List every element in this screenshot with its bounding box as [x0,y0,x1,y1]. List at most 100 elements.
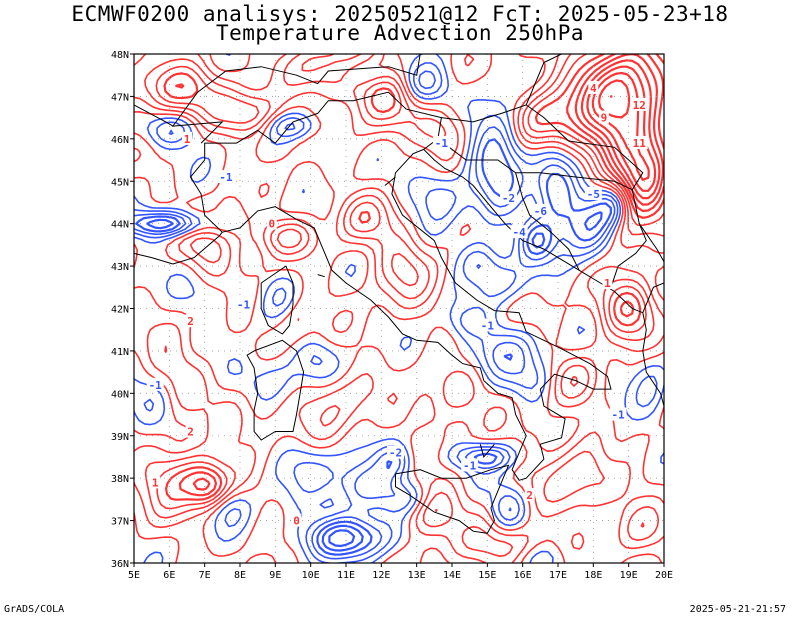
contour-value-label: -2 [502,192,515,205]
contour-label-bg [146,377,164,391]
contour-label-bg [598,110,609,124]
contour-value-label: 2 [187,426,194,439]
warm-advection-contour [134,54,664,563]
contour-label-bg [291,513,302,527]
contour-label-bg [235,297,253,311]
lon-tick-label: 18E [584,570,602,581]
contour-value-label: 12 [633,99,646,112]
lon-tick-label: 7E [199,570,211,581]
contour-value-label: -1 [219,171,233,184]
chart-title-line-1: ECMWF0200 analisys: 20250521@12 FcT: 202… [71,2,729,26]
contour-labels: -1 1 0 -1 -2 -6 -5 -4 4 12 11 9 -1 2 -1 2 1 -2 -1 2 -1 0 -1 1 [146,80,648,528]
warm-advection-contour [155,54,664,528]
cold-advection-contour [134,62,658,563]
contour-label-bg [500,191,518,205]
lat-tick-label: 43N [111,262,129,273]
lon-tick-label: 16E [514,570,532,581]
contour-label-bg [150,475,161,489]
contour-value-label: -5 [587,188,600,201]
contour-value-label: -1 [481,319,495,332]
contour-value-label: -1 [435,137,449,150]
coastline-segment [642,282,664,313]
cold-advection-contour [328,529,356,548]
coastline-segment [395,464,510,534]
coastline-segment [260,265,294,335]
contour-label-bg [630,136,648,150]
contour-label-bg [266,216,277,230]
lat-tick-label: 42N [111,305,129,316]
contour-value-label: 2 [187,315,194,328]
lat-tick-label: 47N [111,92,129,103]
lon-tick-label: 8E [234,570,246,581]
warm-advection-contour [163,54,664,501]
contour-label-bg [185,314,196,328]
lon-tick-label: 13E [408,570,426,581]
lon-tick-label: 17E [549,570,567,581]
contour-label-bg [386,445,404,459]
lon-tick-label: 10E [302,570,320,581]
contour-value-label: 0 [293,515,300,528]
lon-tick-label: 20E [655,570,673,581]
lat-tick-label: 48N [111,50,129,61]
lat-tick-label: 36N [111,559,129,570]
contour-label-bg [217,170,235,184]
contour-value-label: 4 [590,82,597,95]
lon-tick-label: 5E [128,570,140,581]
warm-advection-contour [175,54,664,497]
coastline-segment [134,252,174,265]
coastline-segment [222,148,612,481]
contour-value-label: -1 [463,459,477,472]
lat-tick-label: 45N [111,177,129,188]
chart-title-line-2: Temperature Advection 250hPa [215,21,584,45]
contour-value-label: -4 [513,226,527,239]
lon-tick-label: 14E [443,570,461,581]
lon-tick-label: 11E [337,570,355,581]
coastline-segment [441,104,647,288]
cold-advection-contour [146,211,603,552]
contour-value-label: 1 [604,277,611,290]
contour-label-bg [510,225,528,239]
coastline-segment [479,443,495,459]
coastline-segment [246,339,305,441]
lat-tick-label: 38N [111,474,129,485]
lat-tick-label: 46N [111,135,129,146]
contour-value-label: -2 [389,447,402,460]
coastline-segment [525,54,622,106]
lat-tick-label: 37N [111,517,129,528]
coastline-segment [384,176,396,186]
coastline-segment [317,274,325,278]
contour-value-label: 1 [152,476,159,489]
contour-value-label: -6 [534,205,548,218]
contour-label-bg [524,488,535,502]
lon-tick-label: 12E [372,570,390,581]
contour-value-label: 9 [601,112,608,125]
contour-label-bg [432,136,450,150]
coastline-segment [515,172,580,271]
axis-ticks: 5E 6E 7E 8E 9E 10E 11E 12E 13E 14E 15E 16E 17E 18E 19E… [111,50,673,581]
lat-tick-label: 41N [111,347,129,358]
lon-tick-label: 19E [620,570,638,581]
contour-label-bg [531,203,549,217]
coastline-segment [437,138,633,191]
contour-value-label: 11 [633,137,647,150]
contour-label-bg [185,424,196,438]
contour-value-label: 2 [526,489,533,502]
lon-tick-label: 6E [163,570,175,581]
contour-value-label: -1 [237,298,251,311]
contour-label-bg [630,97,648,111]
lat-tick-label: 40N [111,389,129,400]
lon-tick-label: 9E [269,570,281,581]
contour-label-bg [182,131,192,145]
lat-tick-label: 44N [111,220,129,231]
warm-advection-contour [144,54,664,557]
coastline-segment [189,91,442,233]
coastline-segment [423,149,664,407]
contour-label-bg [478,318,496,332]
contour-value-label: 0 [268,218,275,231]
cold-advection-contour [134,70,616,560]
lon-tick-label: 15E [478,570,496,581]
lat-tick-label: 39N [111,432,129,443]
contour-label-bg [584,186,602,200]
render-timestamp: 2025-05-21-21:57 [689,604,786,615]
coastline-segment [171,54,421,144]
